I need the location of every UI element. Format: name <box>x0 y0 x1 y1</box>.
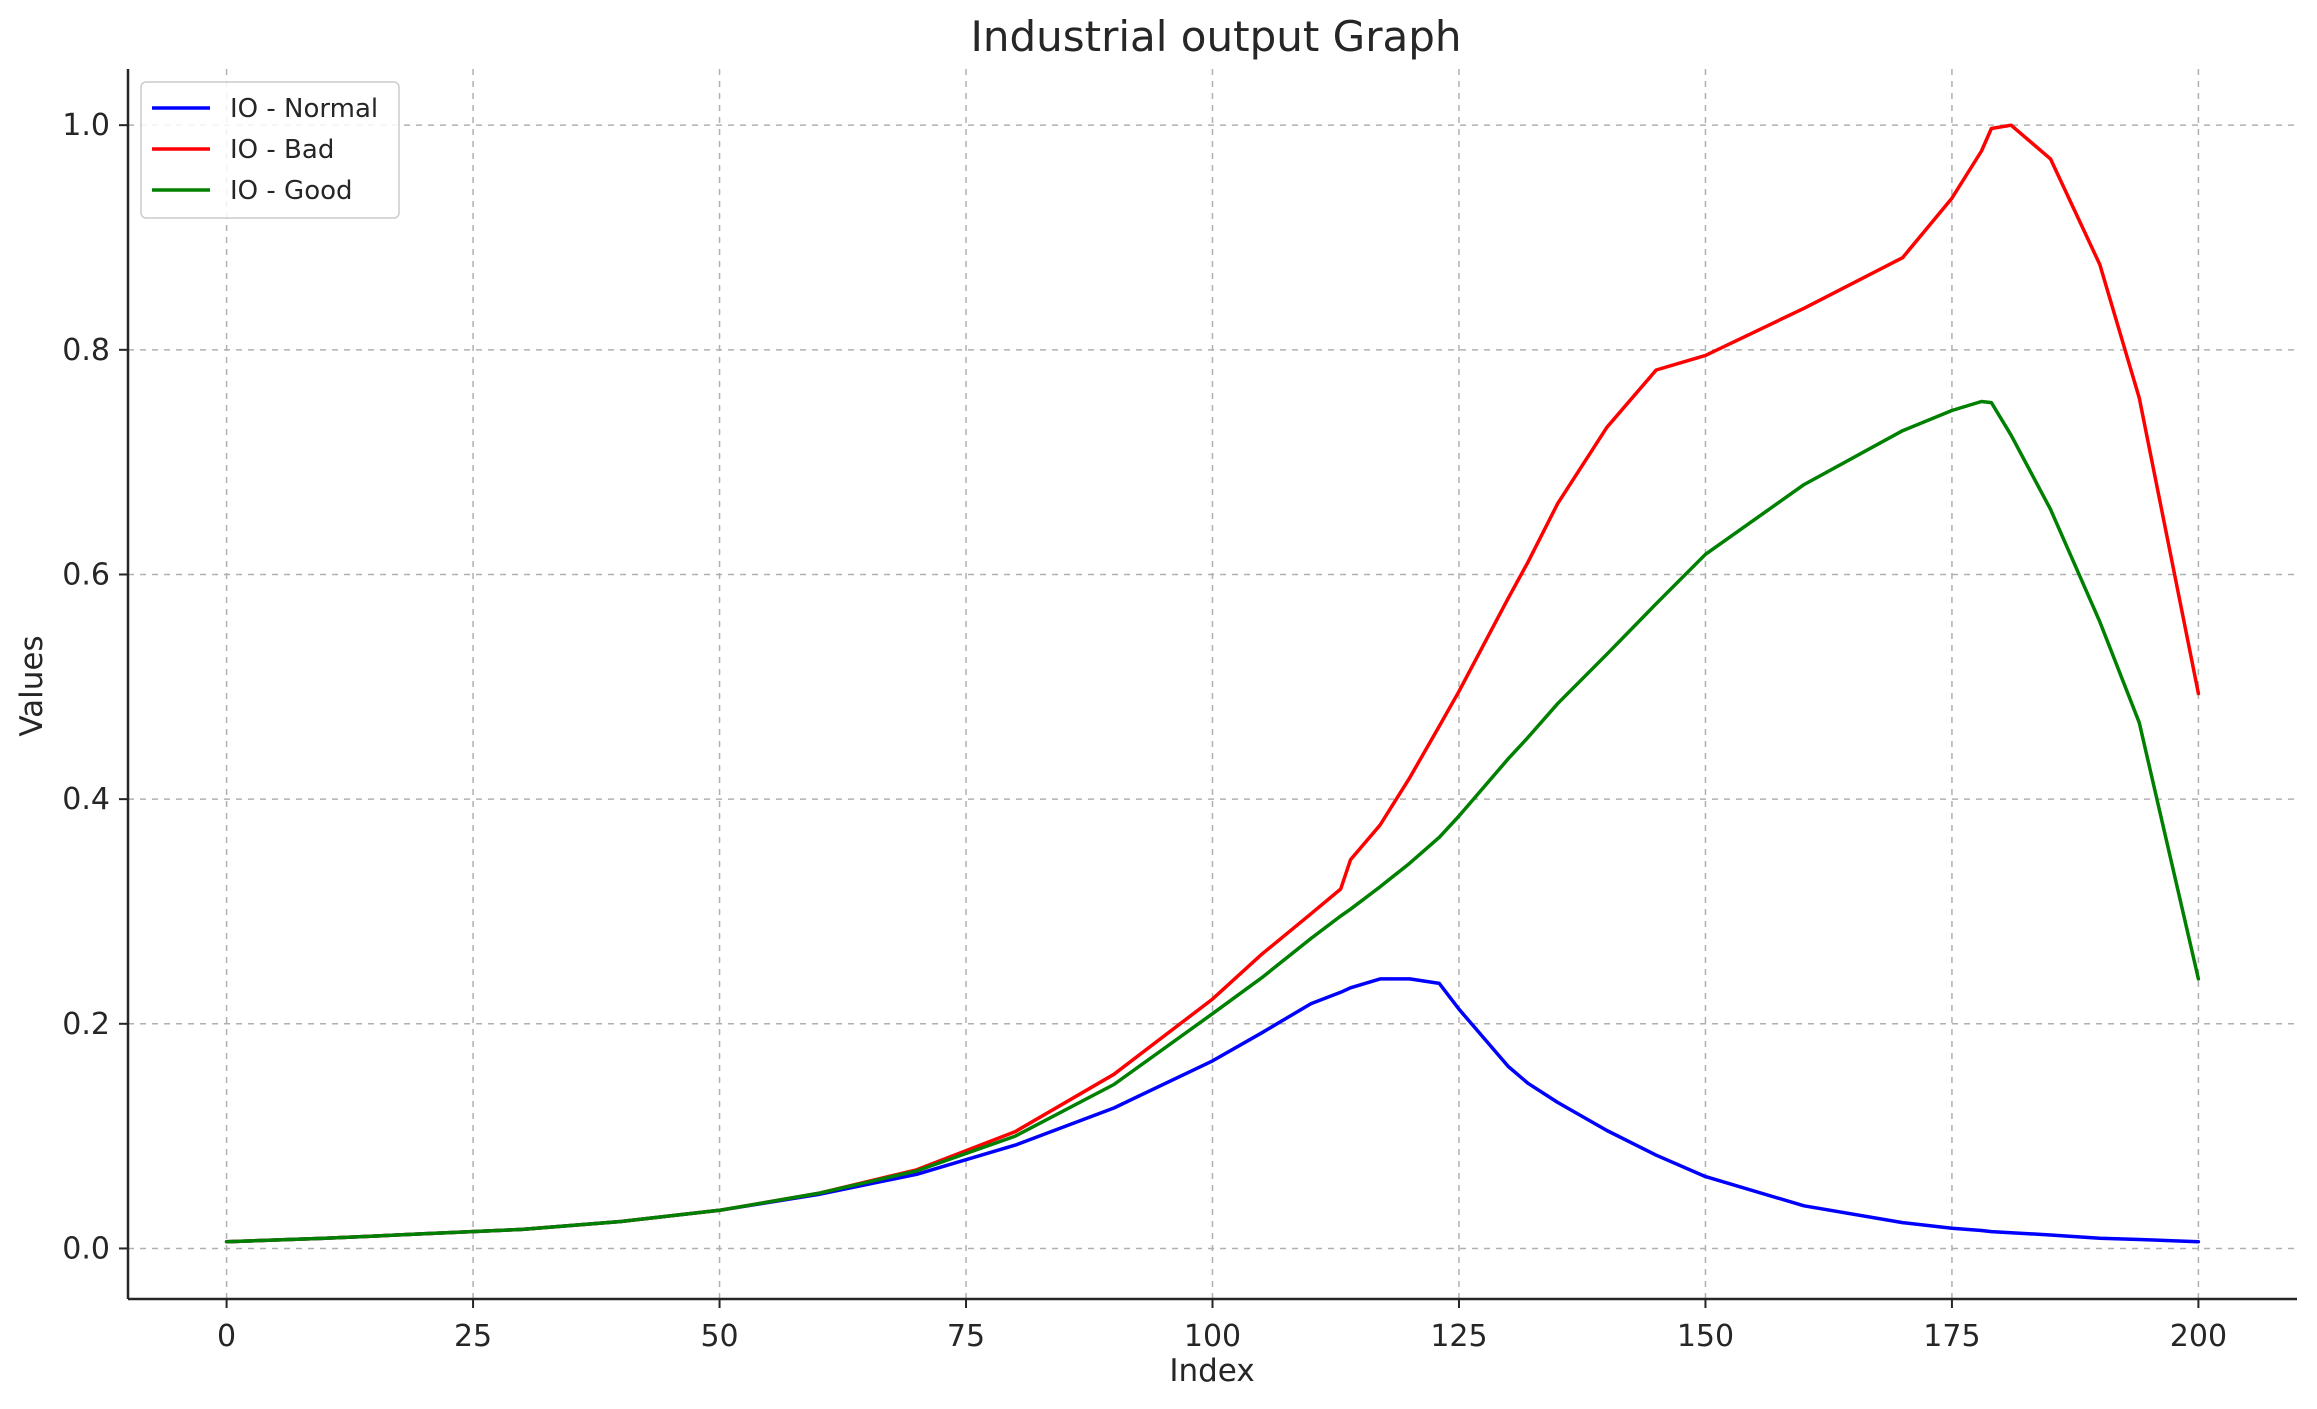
x-tick-label: 125 <box>1430 1319 1487 1354</box>
legend-entry-label: IO - Normal <box>230 94 378 124</box>
legend-entry-label: IO - Good <box>230 176 353 206</box>
x-tick-label: 25 <box>454 1319 492 1354</box>
x-tick-label: 75 <box>947 1319 985 1354</box>
y-axis-ticks: 0.0 0.2 0.4 0.6 0.8 1.0 <box>62 108 128 1266</box>
series-line-3 <box>224 399 2201 1244</box>
y-tick-label: 0.4 <box>62 782 110 817</box>
y-tick-label: 1.0 <box>62 108 110 143</box>
legend: IO - Normal IO - Bad IO - Good <box>140 81 400 219</box>
legend-entry-label: IO - Bad <box>230 135 334 165</box>
y-axis-label: Values <box>14 635 50 736</box>
x-tick-label: 200 <box>2170 1319 2227 1354</box>
x-axis-label: Index <box>1169 1353 1254 1389</box>
x-tick-label: 0 <box>217 1319 236 1354</box>
x-tick-label: 175 <box>1923 1319 1980 1354</box>
y-tick-label: 0.2 <box>62 1007 110 1042</box>
x-axis-ticks: 0 25 50 75 100 125 150 175 200 <box>217 1299 2227 1354</box>
chart-title: Industrial output Graph <box>970 12 1461 61</box>
grid-lines <box>128 69 2297 1299</box>
y-tick-label: 0.8 <box>62 333 110 368</box>
x-tick-label: 100 <box>1184 1319 1241 1354</box>
legend-box <box>140 81 400 219</box>
y-tick-label: 0.6 <box>62 557 110 592</box>
y-tick-label: 0.0 <box>62 1231 110 1266</box>
x-tick-label: 150 <box>1677 1319 1734 1354</box>
series-layer <box>224 123 2201 1244</box>
x-tick-label: 50 <box>700 1319 738 1354</box>
